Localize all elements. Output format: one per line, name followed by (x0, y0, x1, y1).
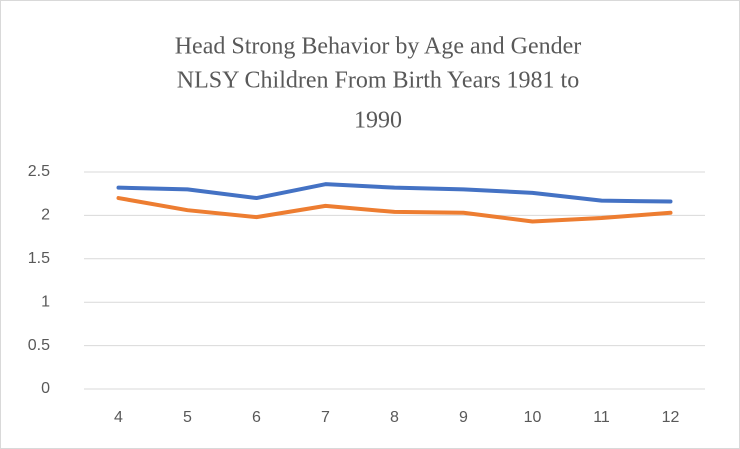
chart-title: Head Strong Behavior by Age and Gender (175, 34, 582, 60)
x-tick-label: 11 (593, 409, 610, 426)
line-series (116, 182, 673, 204)
chart-title: NLSY Children From Birth Years 1981 to (177, 68, 579, 94)
x-tick-label: 5 (183, 409, 192, 426)
y-tick-label: 0.5 (28, 337, 50, 354)
y-tick-label: 2.5 (28, 163, 50, 180)
y-tick-label: 1 (41, 293, 50, 310)
y-tick-label: 2 (41, 207, 50, 224)
y-tick-label: 1.5 (28, 250, 50, 267)
x-tick-label: 4 (114, 409, 123, 426)
x-tick-label: 6 (252, 409, 261, 426)
chart-title: 1990 (354, 108, 402, 134)
x-tick-label: 12 (662, 409, 680, 426)
x-tick-label: 7 (321, 409, 330, 426)
x-tick-label: 10 (524, 409, 542, 426)
x-tick-label: 8 (390, 409, 399, 426)
y-tick-label: 0 (41, 380, 50, 397)
line-series (116, 196, 673, 224)
x-tick-label: 9 (459, 409, 468, 426)
